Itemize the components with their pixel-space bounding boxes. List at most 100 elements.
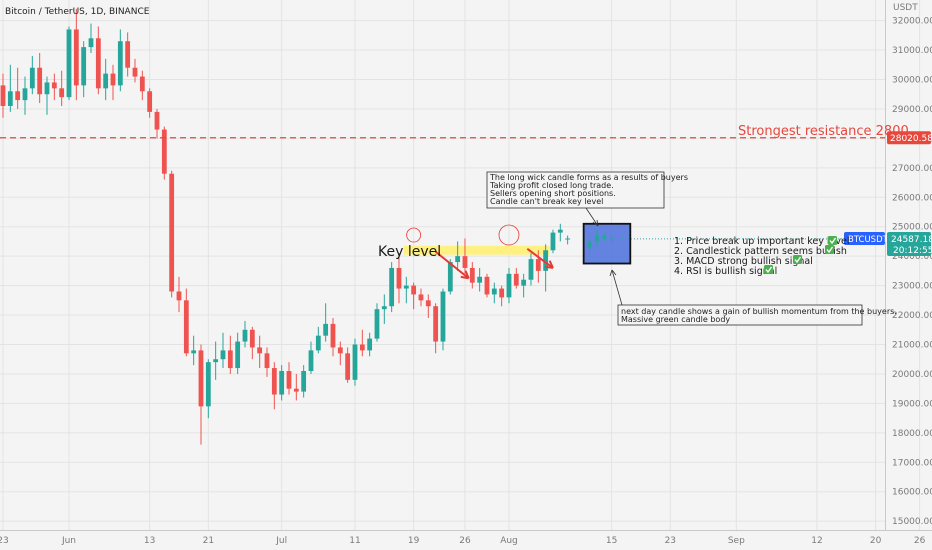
candle-body-down[interactable] <box>183 300 189 354</box>
candle-body-down[interactable] <box>499 288 505 298</box>
candle-body-up[interactable] <box>44 82 50 95</box>
checklist-item-1: 1. Price break up important key level <box>674 236 849 247</box>
candle-body-up[interactable] <box>557 229 563 233</box>
candle-body-down[interactable] <box>535 259 541 271</box>
candle-body-up[interactable] <box>403 285 409 289</box>
candle-body-down[interactable] <box>161 129 167 174</box>
time-axis[interactable]: 23 Jun 13 21 Jul 11 19 26 Aug 15 23 Sep 12 20 26 <box>0 536 926 546</box>
candle-body-down[interactable] <box>0 85 6 106</box>
momentum-note-pointer <box>611 269 623 306</box>
candle-body-down[interactable] <box>271 368 277 395</box>
candle-body-down[interactable] <box>51 82 57 89</box>
candle-body-down[interactable] <box>154 111 160 130</box>
momentum-note-line-1: next day candle shows a gain of bullish … <box>621 307 897 316</box>
candle-body-up[interactable] <box>29 67 35 89</box>
candle-body-down[interactable] <box>330 323 336 348</box>
candle-body-down[interactable] <box>257 347 263 354</box>
candle-body-up[interactable] <box>7 91 13 106</box>
candle-body-up[interactable] <box>528 259 534 280</box>
candle-body-down[interactable] <box>15 91 21 101</box>
candle-body-up[interactable] <box>594 235 599 242</box>
candle-body-up[interactable] <box>389 267 395 307</box>
wick-note-line-2: Taking profit closed long trade. <box>489 181 614 190</box>
candle-body-down[interactable] <box>147 91 153 112</box>
candle-body-up[interactable] <box>191 350 197 354</box>
candle-body-down[interactable] <box>169 173 175 292</box>
candle-body-down[interactable] <box>59 88 65 98</box>
candle-body-down[interactable] <box>425 300 431 307</box>
candle-body-down[interactable] <box>198 350 204 407</box>
candle-body-up[interactable] <box>352 344 358 380</box>
candle-body-down[interactable] <box>418 294 424 301</box>
candle-body-down[interactable] <box>125 41 131 68</box>
candle-body-down[interactable] <box>227 350 233 369</box>
check-mark-icon <box>793 255 802 264</box>
candle-body-up[interactable] <box>367 338 373 351</box>
candle-body-up[interactable] <box>506 273 512 298</box>
candle-body-down[interactable] <box>37 67 43 95</box>
candle-body-down[interactable] <box>462 256 468 268</box>
resistance-price-tag <box>887 131 931 145</box>
candle-body-up[interactable] <box>455 256 461 263</box>
candle-body-down[interactable] <box>132 67 138 77</box>
candle-body-down[interactable] <box>513 273 519 286</box>
candle-body-down[interactable] <box>73 29 79 86</box>
candle-body-down[interactable] <box>293 388 299 392</box>
candles-group[interactable] <box>0 8 571 445</box>
candle-body-up[interactable] <box>220 350 226 360</box>
candle-body-up[interactable] <box>308 350 314 371</box>
candle-body-down[interactable] <box>95 38 101 89</box>
candle-body-up[interactable] <box>315 335 321 351</box>
candle-body-up[interactable] <box>88 38 94 48</box>
candle-body-up[interactable] <box>66 29 72 98</box>
candle-body-up[interactable] <box>103 73 109 89</box>
candle-body-up[interactable] <box>440 291 446 342</box>
candle-body-down[interactable] <box>110 73 116 86</box>
candle-body-up[interactable] <box>242 329 248 342</box>
candle-body-down[interactable] <box>484 276 490 295</box>
candle-body-up[interactable] <box>22 88 28 101</box>
candle-body-up[interactable] <box>543 250 549 271</box>
candle-body-down[interactable] <box>337 347 343 354</box>
time-tick-label: 21 <box>203 536 214 546</box>
candle-body-up[interactable] <box>550 232 556 251</box>
time-tick-label: 13 <box>144 536 155 546</box>
candle-body-down[interactable] <box>396 267 402 289</box>
candle-body-down[interactable] <box>264 353 270 369</box>
candle-body-down[interactable] <box>411 285 417 295</box>
candle-body-down[interactable] <box>139 76 145 92</box>
candle-body-down[interactable] <box>249 329 255 348</box>
candle-body-down[interactable] <box>433 306 439 342</box>
time-tick-label: Aug <box>500 536 518 546</box>
candle-body-up[interactable] <box>565 238 571 240</box>
candle-body-down[interactable] <box>286 371 292 389</box>
candle-body-up[interactable] <box>521 279 527 286</box>
price-tick-label: 29000.00 <box>892 105 932 115</box>
candle-body-up[interactable] <box>81 47 87 86</box>
candle-body-up[interactable] <box>602 235 607 239</box>
candle-body-up[interactable] <box>235 341 241 369</box>
candle-body-up[interactable] <box>323 323 329 336</box>
candle-body-up[interactable] <box>381 306 387 310</box>
resistance-label: Strongest resistance 2800 <box>738 124 909 139</box>
candle-body-up[interactable] <box>447 262 453 292</box>
candle-body-up[interactable] <box>117 41 123 86</box>
candle-body-up[interactable] <box>205 362 211 407</box>
check-mark-icon <box>764 265 773 274</box>
price-tick-label: 19000.00 <box>892 399 932 409</box>
candle-body-up[interactable] <box>477 276 483 283</box>
candle-body-down[interactable] <box>359 344 365 351</box>
candle-body-down[interactable] <box>176 291 182 301</box>
candle-body-up[interactable] <box>279 371 285 395</box>
candle-body-down[interactable] <box>345 353 351 380</box>
candle-body-up[interactable] <box>374 309 380 339</box>
candle-body-up[interactable] <box>587 241 592 248</box>
candle-body-up[interactable] <box>491 288 497 295</box>
candle-body-up[interactable] <box>213 359 219 363</box>
candle-body-up[interactable] <box>609 238 614 240</box>
wick-note-pointer <box>585 207 599 227</box>
bearish-arrow-2 <box>526 248 554 269</box>
candle-body-up[interactable] <box>301 371 307 392</box>
candle-body-down[interactable] <box>469 267 475 283</box>
